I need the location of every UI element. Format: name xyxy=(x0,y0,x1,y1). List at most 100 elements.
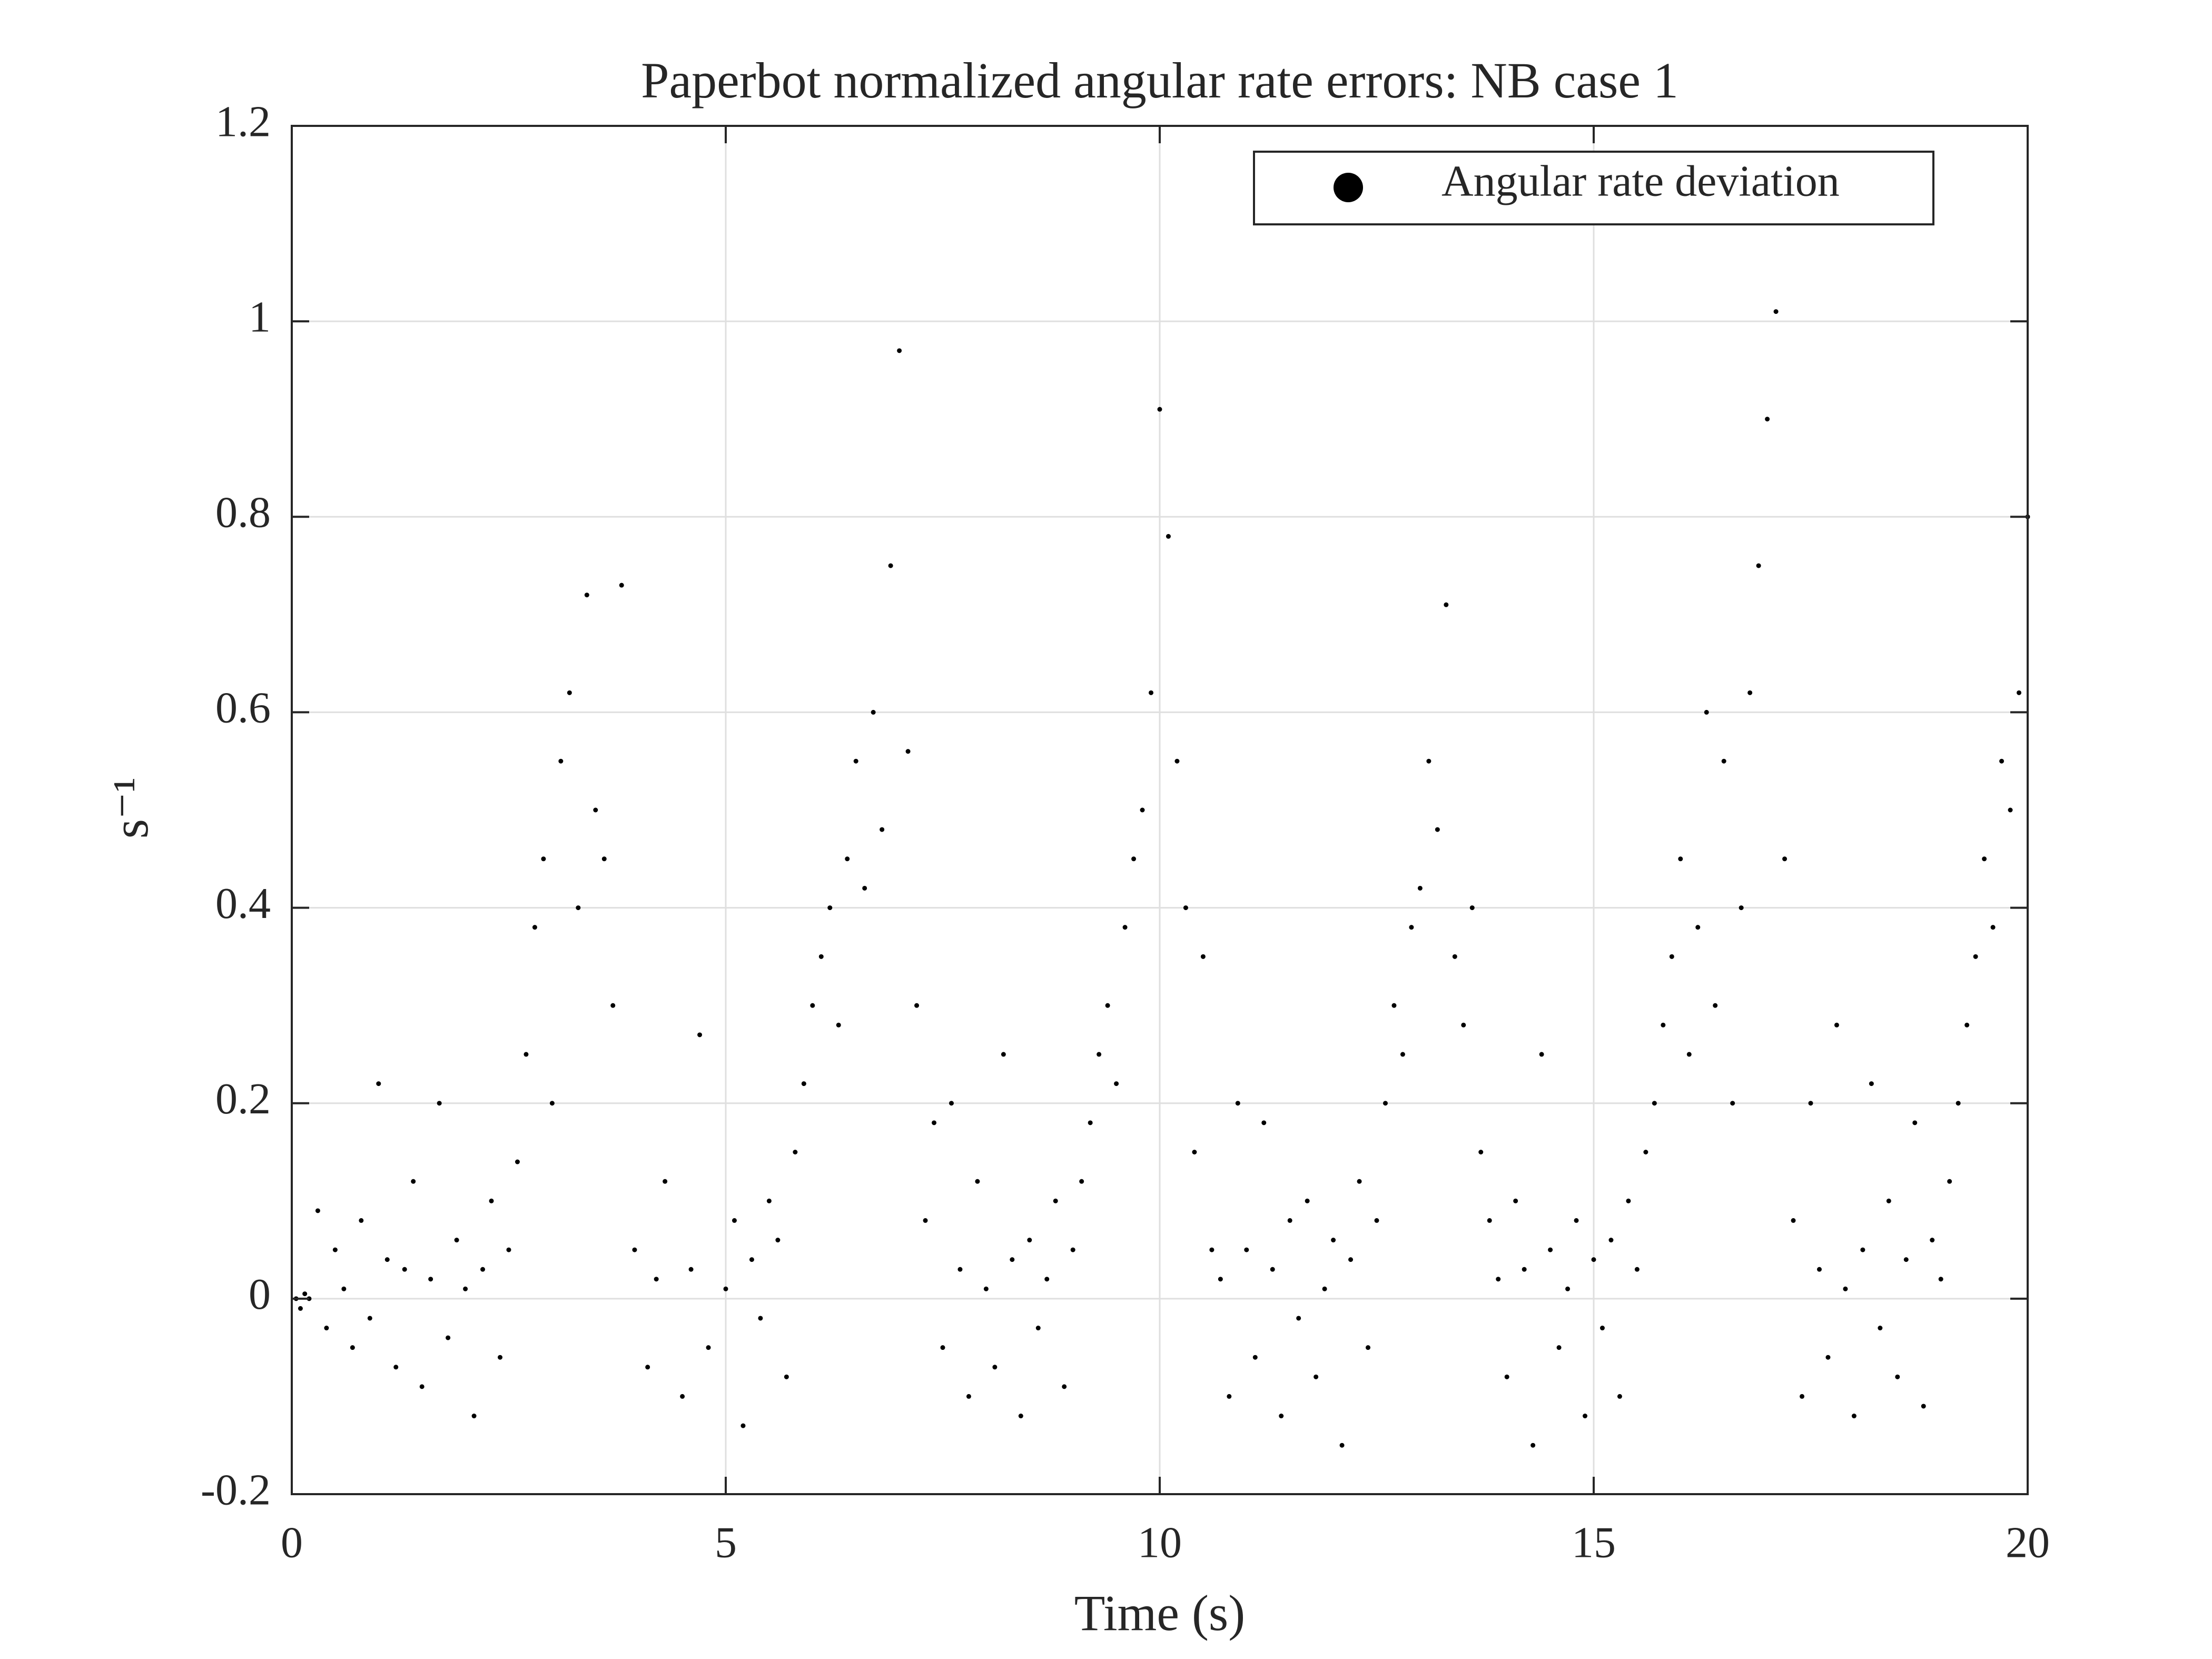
point xyxy=(549,1101,555,1106)
point xyxy=(1739,905,1744,911)
point xyxy=(1556,1345,1562,1350)
legend-label: Angular rate deviation xyxy=(1441,156,1840,205)
point xyxy=(1166,534,1171,539)
point xyxy=(775,1238,781,1243)
point xyxy=(1652,1101,1657,1106)
point xyxy=(367,1316,372,1321)
point xyxy=(428,1277,433,1282)
point xyxy=(1878,1326,1883,1331)
point xyxy=(1331,1238,1336,1243)
point xyxy=(1773,309,1779,314)
point xyxy=(1452,954,1457,959)
point xyxy=(1105,1003,1110,1008)
point xyxy=(1548,1247,1553,1252)
point xyxy=(1435,827,1440,832)
point xyxy=(1296,1316,1301,1321)
point xyxy=(1070,1247,1075,1252)
legend-box xyxy=(1253,151,1934,225)
point xyxy=(393,1365,399,1370)
x-tick-label: 10 xyxy=(1138,1518,1182,1567)
y-tick-label: 0.8 xyxy=(215,488,271,537)
point xyxy=(532,925,537,930)
point xyxy=(601,856,607,862)
point xyxy=(1357,1179,1362,1184)
point xyxy=(1426,758,1431,764)
chart-title: Paperbot normalized angular rate errors:… xyxy=(641,52,1678,108)
point xyxy=(384,1257,390,1262)
point xyxy=(1140,807,1145,813)
point xyxy=(932,1120,937,1125)
point xyxy=(1027,1238,1032,1243)
point xyxy=(1322,1286,1327,1291)
point xyxy=(1816,1267,1822,1272)
point xyxy=(1504,1374,1509,1379)
point xyxy=(2017,690,2022,695)
point xyxy=(706,1345,711,1350)
point xyxy=(663,1179,668,1184)
point xyxy=(862,885,867,891)
point xyxy=(1860,1247,1865,1252)
point xyxy=(1348,1257,1354,1262)
point xyxy=(810,1003,815,1008)
point xyxy=(1869,1081,1874,1087)
point xyxy=(1903,1257,1909,1262)
point xyxy=(558,758,564,764)
point xyxy=(298,1306,303,1311)
point xyxy=(836,1022,841,1028)
point xyxy=(1305,1198,1310,1203)
point xyxy=(1999,758,2004,764)
point xyxy=(489,1198,494,1203)
legend-marker xyxy=(1334,173,1363,202)
point xyxy=(1244,1247,1249,1252)
point xyxy=(332,1247,338,1252)
point xyxy=(1252,1355,1258,1360)
point xyxy=(1886,1198,1891,1203)
point xyxy=(302,1291,308,1297)
point xyxy=(966,1394,971,1399)
point xyxy=(1400,1052,1405,1057)
y-tick-label: 0.4 xyxy=(215,879,271,928)
point xyxy=(411,1179,416,1184)
point xyxy=(1444,602,1449,607)
point xyxy=(1834,1022,1839,1028)
point xyxy=(1539,1052,1544,1057)
point xyxy=(1079,1179,1084,1184)
point xyxy=(446,1335,451,1340)
point xyxy=(853,758,858,764)
point xyxy=(1608,1238,1614,1243)
point xyxy=(1227,1394,1232,1399)
point xyxy=(1053,1198,1058,1203)
point xyxy=(1686,1052,1692,1057)
point xyxy=(1218,1277,1223,1282)
point xyxy=(1765,417,1770,422)
point xyxy=(1044,1277,1050,1282)
y-tick-label: 1 xyxy=(249,292,271,341)
point xyxy=(1339,1443,1345,1448)
point xyxy=(610,1003,616,1008)
point xyxy=(498,1355,503,1360)
point xyxy=(1010,1257,1015,1262)
point xyxy=(315,1208,320,1213)
point xyxy=(324,1326,329,1331)
point xyxy=(1591,1257,1596,1262)
point xyxy=(463,1286,468,1291)
point xyxy=(949,1101,954,1106)
point xyxy=(1409,925,1414,930)
x-tick-label: 5 xyxy=(715,1518,737,1567)
point xyxy=(1513,1198,1518,1203)
point xyxy=(1270,1267,1275,1272)
point xyxy=(1149,690,1154,695)
point xyxy=(1895,1374,1900,1379)
point xyxy=(1947,1179,1952,1184)
point xyxy=(1157,407,1162,412)
point xyxy=(524,1052,529,1057)
point xyxy=(359,1218,364,1223)
point xyxy=(402,1267,407,1272)
point xyxy=(1114,1081,1119,1087)
point xyxy=(1791,1218,1796,1223)
point xyxy=(619,582,624,588)
point xyxy=(567,690,572,695)
point xyxy=(1088,1120,1093,1125)
